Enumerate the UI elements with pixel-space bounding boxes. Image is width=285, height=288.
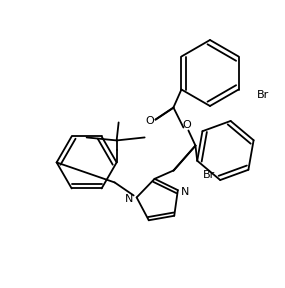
Text: Br: Br: [203, 170, 215, 180]
Text: N: N: [181, 187, 189, 197]
Text: O: O: [145, 117, 154, 126]
Text: N: N: [125, 194, 134, 204]
Text: O: O: [182, 120, 191, 130]
Text: Br: Br: [256, 90, 269, 99]
